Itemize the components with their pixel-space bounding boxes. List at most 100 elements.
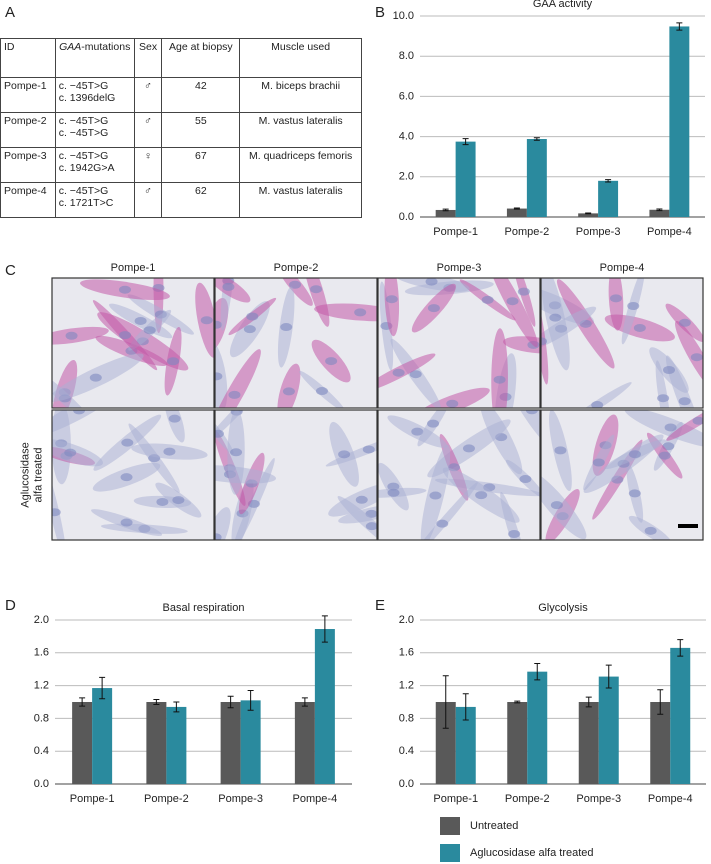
nucleus <box>222 282 235 291</box>
row-label-line: alfa treated <box>33 447 45 502</box>
nucleus <box>167 357 180 366</box>
nucleus <box>628 450 641 459</box>
cell-text: 55 <box>195 115 207 127</box>
nucleus <box>633 323 646 332</box>
nucleus <box>64 448 77 457</box>
chart-title: Basal respiration <box>163 602 245 614</box>
cells <box>215 278 377 408</box>
error-bar <box>676 22 683 31</box>
table-cell: ♂ <box>133 77 163 113</box>
column-label: Pompe-4 <box>600 262 645 274</box>
cells <box>378 410 540 540</box>
bar <box>578 702 599 784</box>
error-bar <box>442 675 449 729</box>
error-bar <box>153 699 160 705</box>
table-cell: 67 <box>161 147 241 183</box>
nucleus <box>215 372 223 381</box>
nucleus <box>517 287 530 296</box>
nucleus <box>325 357 338 366</box>
column-label: Pompe-1 <box>111 262 156 274</box>
cell-line: c. −45T>G <box>58 127 109 139</box>
header-cell: Sex <box>133 38 163 78</box>
legend-swatch <box>440 817 460 835</box>
y-tick-label: 2.0 <box>399 171 414 183</box>
nucleus <box>215 429 224 438</box>
table-cell: M. quadriceps femoris <box>239 147 362 183</box>
table-cell: 42 <box>161 77 241 113</box>
header-text: GAA <box>59 41 82 53</box>
x-tick-label: Pompe-3 <box>218 793 263 805</box>
y-tick-label: 1.6 <box>399 647 414 659</box>
nucleus <box>657 394 670 403</box>
cell-text: ♂ <box>144 80 152 92</box>
table-cell: M. vastus lateralis <box>239 112 362 148</box>
bar <box>649 209 670 217</box>
nucleus <box>436 519 449 528</box>
error-bar <box>677 639 684 657</box>
micrograph <box>51 277 215 409</box>
nucleus <box>338 450 351 459</box>
panel-label: B <box>375 4 385 21</box>
error-bar <box>301 697 308 707</box>
y-tick-label: 0.4 <box>34 745 49 757</box>
nucleus <box>525 410 538 415</box>
nucleus <box>282 387 295 396</box>
bar <box>527 671 548 784</box>
nucleus <box>541 337 548 346</box>
nucleus <box>365 522 377 531</box>
nucleus <box>52 508 61 517</box>
table-cell: M. vastus lateralis <box>239 182 362 218</box>
legend-label: Aglucosidase alfa treated <box>470 847 594 859</box>
chart-title: Glycolysis <box>538 602 588 614</box>
error-bar <box>656 208 663 212</box>
table-cell: Pompe-2 <box>0 112 56 148</box>
column-label: Pompe-2 <box>274 262 319 274</box>
micrograph <box>540 409 704 541</box>
error-bar <box>605 179 612 183</box>
nucleus <box>215 533 222 540</box>
table-cell: 62 <box>161 182 241 218</box>
table-row: Pompe-1 c. −45T>G c. 1396delG ♂ 42 M. biceps … <box>0 77 362 113</box>
x-tick-label: Pompe-2 <box>144 793 189 805</box>
nucleus <box>493 375 506 384</box>
nucleus <box>118 285 131 294</box>
scale-bar <box>678 524 698 528</box>
nucleus <box>678 397 691 406</box>
micrograph-border <box>377 277 541 409</box>
bar <box>506 208 527 217</box>
nucleus <box>200 316 213 325</box>
cell-text: Pompe-3 <box>4 150 47 162</box>
table-row: Pompe-2 c. −45T>G c. −45T>G ♂ 55 M. vastus la… <box>0 112 362 148</box>
panel-label: D <box>5 597 16 614</box>
header-cell: ID <box>0 38 56 78</box>
nucleus <box>627 302 640 311</box>
nucleus <box>89 373 102 382</box>
cell-line: c. −45T>G <box>58 150 109 162</box>
y-tick-label: 10.0 <box>393 10 414 22</box>
error-bar <box>605 664 612 689</box>
nucleus <box>355 495 368 504</box>
nucleus <box>172 496 185 505</box>
cell-text: ♀ <box>144 150 152 162</box>
cell-text: M. vastus lateralis <box>258 185 343 197</box>
nucleus <box>156 497 169 506</box>
nucleus <box>163 447 176 456</box>
bar <box>669 26 690 218</box>
nucleus <box>506 297 519 306</box>
table-cell: 55 <box>161 112 241 148</box>
nucleus <box>73 410 86 415</box>
error-bar <box>657 689 664 715</box>
bar <box>578 213 599 217</box>
bar <box>220 702 241 784</box>
nucleus <box>168 414 181 423</box>
nucleus <box>387 488 400 497</box>
nucleus <box>508 530 521 539</box>
nucleus <box>280 323 293 332</box>
micrograph-border <box>51 409 215 541</box>
nucleus <box>628 489 641 498</box>
micrograph-border <box>214 409 378 541</box>
bar <box>670 647 691 784</box>
error-bar <box>173 701 180 713</box>
cell-line: c. 1396delG <box>58 92 116 104</box>
